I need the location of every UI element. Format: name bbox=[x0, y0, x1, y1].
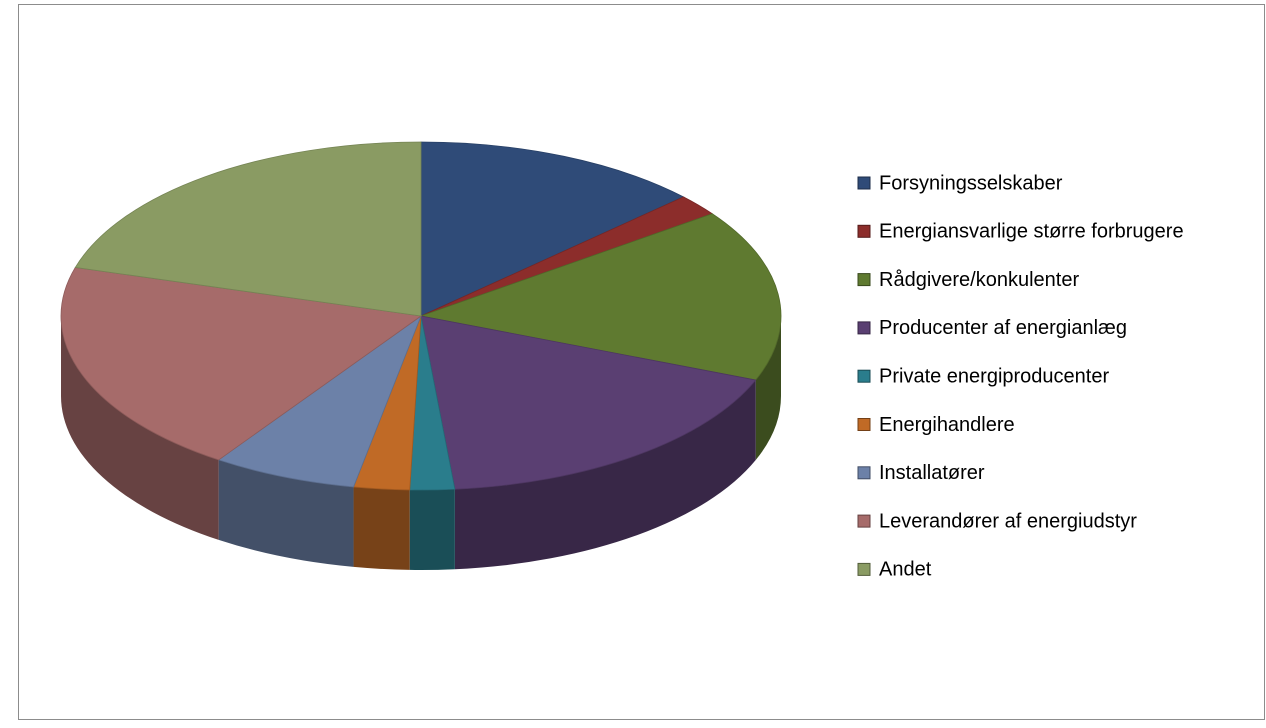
pie-slice bbox=[74, 141, 422, 317]
pie-slice bbox=[217, 314, 422, 488]
legend-label: Energiansvarlige større forbrugere bbox=[879, 221, 1184, 243]
legend-label: Forsyningsselskaber bbox=[879, 172, 1063, 194]
legend: Forsyningsselskaber Energiansvarlige stør… bbox=[857, 172, 1184, 581]
pie-slice bbox=[419, 213, 782, 381]
pie-top bbox=[60, 141, 782, 491]
legend-swatch bbox=[857, 273, 871, 287]
legend-swatch bbox=[857, 176, 871, 190]
legend-swatch bbox=[857, 418, 871, 431]
pie-slice bbox=[420, 141, 685, 317]
pie-slice bbox=[60, 267, 423, 461]
legend-swatch bbox=[857, 224, 871, 238]
legend-label: Private energiproducenter bbox=[879, 365, 1109, 387]
legend-label: Andet bbox=[879, 559, 932, 581]
pie-side bbox=[218, 459, 354, 567]
legend-swatch bbox=[857, 369, 871, 383]
pie-side bbox=[353, 486, 410, 570]
legend-swatch bbox=[857, 562, 871, 576]
pie-side bbox=[454, 380, 756, 570]
pie-slice bbox=[420, 315, 757, 490]
legend-label: Leverandører af energiudstyr bbox=[879, 510, 1137, 532]
pie-side bbox=[755, 316, 781, 461]
pie-sides bbox=[61, 316, 781, 570]
pie-side bbox=[409, 489, 455, 570]
legend-label: Rådgivere/konkulenter bbox=[879, 269, 1079, 291]
legend-swatch bbox=[857, 466, 871, 480]
pie-side bbox=[61, 316, 219, 540]
legend-swatch bbox=[857, 321, 871, 335]
legend-label: Installatører bbox=[879, 462, 985, 484]
legend-label: Energihandlere bbox=[879, 414, 1015, 436]
legend-swatch bbox=[857, 514, 871, 528]
legend-label: Producenter af energianlæg bbox=[879, 317, 1127, 339]
